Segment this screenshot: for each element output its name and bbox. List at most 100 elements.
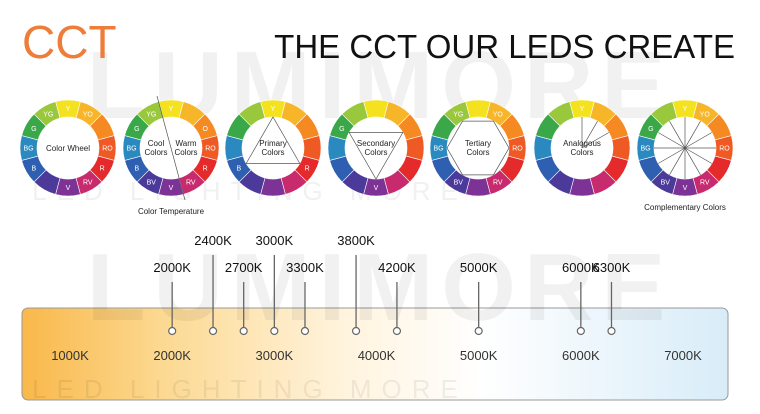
- segment-label: V: [374, 185, 379, 192]
- segment-label: B: [236, 165, 241, 172]
- segment-label: YO: [493, 111, 504, 118]
- marker-dot: [351, 326, 361, 336]
- wheel-center: [243, 118, 303, 178]
- wheel-label: Tertiary Colors: [464, 139, 492, 157]
- wheel-segment: [443, 101, 471, 127]
- wheel-center: [38, 118, 98, 178]
- segment-label: BG: [126, 146, 136, 153]
- segment-label: RV: [493, 180, 503, 187]
- wheel-label: Primary Colors: [259, 139, 287, 157]
- marker-dot: [474, 326, 483, 336]
- marker-dot: [168, 326, 177, 336]
- segment-label: R: [203, 165, 208, 172]
- wheel-caption: Complementary Colors: [644, 203, 726, 212]
- marker-label: 3800K: [337, 233, 375, 248]
- temperature-bar: [21, 307, 729, 401]
- segment-label: Y: [580, 106, 585, 113]
- segment-label: RO: [719, 146, 730, 153]
- segment-label: B: [134, 165, 139, 172]
- segment-label: YO: [700, 111, 711, 118]
- segment-label: Y: [683, 106, 688, 113]
- scale-tick-label: 1000K: [51, 348, 89, 363]
- segment-label: RO: [205, 146, 216, 153]
- scale-tick-label: 4000K: [358, 348, 396, 363]
- wheel-segment: [238, 101, 266, 127]
- wheel-segment: [33, 101, 61, 127]
- wheel-shape: [446, 120, 510, 176]
- segment-label: B: [31, 165, 36, 172]
- marker-dot: [208, 326, 218, 336]
- marker-label: 2000K: [153, 260, 191, 275]
- segment-label: BV: [147, 180, 157, 187]
- marker-label: 6300K: [593, 260, 631, 275]
- marker-dot: [607, 326, 616, 336]
- wheel-label: Cool Colors: [144, 139, 168, 157]
- marker-label: 2700K: [225, 260, 263, 275]
- wheel-label: Secondary Colors: [356, 139, 396, 157]
- wheel-shape: [581, 132, 610, 149]
- marker-label: 6000K: [562, 260, 600, 275]
- segment-label: YO: [83, 111, 94, 118]
- segment-label: RV: [186, 180, 196, 187]
- segment-label: V: [683, 185, 688, 192]
- segment-label: Y: [271, 106, 276, 113]
- scale-tick-label: 7000K: [664, 348, 702, 363]
- segment-label: YG: [146, 111, 156, 118]
- marker-label: 3000K: [256, 233, 294, 248]
- segment-label: BV: [661, 180, 671, 187]
- scale-tick-label: 2000K: [153, 348, 191, 363]
- marker-label: 5000K: [460, 260, 498, 275]
- scale-tick-label: 6000K: [562, 348, 600, 363]
- segment-label: BG: [640, 146, 650, 153]
- logo: CCT: [22, 16, 117, 68]
- segment-label: G: [339, 126, 344, 133]
- wheel-label: Color Wheel: [45, 143, 90, 153]
- wheel-label: Warm Colors: [174, 139, 198, 157]
- marker-dot: [270, 326, 279, 336]
- segment-label: R: [305, 165, 310, 172]
- segment-label: RO: [102, 146, 113, 153]
- segment-label: R: [100, 165, 105, 172]
- wheel-center: [448, 118, 508, 178]
- marker-dot: [239, 326, 248, 336]
- wheel-shape: [669, 120, 701, 176]
- segment-label: YG: [453, 111, 463, 118]
- segment-label: G: [648, 126, 653, 133]
- scale-tick-label: 5000K: [460, 348, 498, 363]
- watermark-tagline: LED LIGHTING MORE: [32, 374, 468, 404]
- segment-label: G: [31, 126, 36, 133]
- page-title: THE CCT OUR LEDS CREATE: [274, 28, 735, 65]
- segment-label: V: [169, 185, 174, 192]
- wheel-label: Analogous Colors: [563, 139, 601, 157]
- wheel-caption: Color Temperature: [138, 207, 205, 216]
- wheel-shape: [245, 116, 301, 164]
- segment-label: G: [134, 126, 139, 133]
- wheel-shape: [348, 132, 404, 180]
- wheel-segment: [547, 101, 575, 127]
- marker-dot: [300, 326, 310, 336]
- marker-label: 3300K: [286, 260, 324, 275]
- watermark-brand: LUMIMORE: [87, 234, 674, 341]
- segment-label: BG: [433, 146, 443, 153]
- segment-label: BG: [23, 146, 33, 153]
- wheel-center: [346, 118, 406, 178]
- segment-label: Y: [169, 106, 174, 113]
- marker-label: 2400K: [194, 233, 232, 248]
- marker-dot: [392, 326, 402, 336]
- segment-label: Y: [66, 106, 71, 113]
- segment-label: YG: [43, 111, 53, 118]
- marker-label: 4200K: [378, 260, 416, 275]
- segment-label: RV: [700, 180, 710, 187]
- scale-tick-label: 3000K: [256, 348, 294, 363]
- wheel-shape: [581, 120, 598, 149]
- segment-label: RO: [512, 146, 523, 153]
- wheel-divider: [156, 95, 186, 201]
- wheel-segment: [650, 101, 678, 127]
- wheel-segment: [341, 101, 369, 127]
- segment-label: O: [202, 126, 208, 133]
- segment-label: BV: [454, 180, 464, 187]
- segment-label: RV: [83, 180, 93, 187]
- marker-dot: [576, 326, 585, 336]
